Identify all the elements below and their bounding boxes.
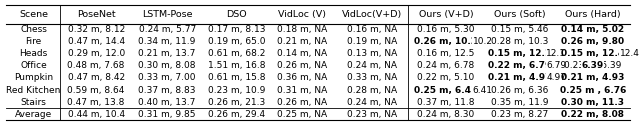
Text: 1.51 m, 16.8: 1.51 m, 16.8 [207, 61, 265, 70]
Text: 0.29 m, 12.0: 0.29 m, 12.0 [68, 49, 125, 58]
Text: 0.15 m, 12.1: 0.15 m, 12.1 [488, 49, 551, 58]
Text: Ours (Soft): Ours (Soft) [493, 10, 545, 19]
Text: 0.18 m, NA: 0.18 m, NA [277, 25, 328, 34]
Text: 0.33 m, NA: 0.33 m, NA [347, 73, 397, 82]
Text: 0.19 m, NA: 0.19 m, NA [347, 37, 397, 46]
Text: 0.23 m, NA: 0.23 m, NA [348, 110, 397, 119]
Text: 0.31 m, NA: 0.31 m, NA [277, 86, 328, 95]
Text: 0.47 m, 8.42: 0.47 m, 8.42 [68, 73, 125, 82]
Text: Office: Office [20, 61, 47, 70]
Text: 0.28 m, NA: 0.28 m, NA [348, 86, 397, 95]
Text: 0.61 m, 68.2: 0.61 m, 68.2 [207, 49, 265, 58]
Text: 0.23 m, 8.27: 0.23 m, 8.27 [491, 110, 548, 119]
Text: 0.61 m, 15.8: 0.61 m, 15.8 [207, 73, 265, 82]
Text: Pumpkin: Pumpkin [14, 73, 53, 82]
Text: 0.59 m, 8.64: 0.59 m, 8.64 [67, 86, 125, 95]
Text: 0.44 m, 10.4: 0.44 m, 10.4 [68, 110, 125, 119]
Text: 12.4: 12.4 [620, 49, 639, 58]
Text: 0.47 m, 14.4: 0.47 m, 14.4 [68, 37, 125, 46]
Text: 0.37 m, 11.8: 0.37 m, 11.8 [417, 98, 475, 107]
Text: 6.39: 6.39 [582, 61, 604, 70]
Text: Scene: Scene [19, 10, 48, 19]
Text: VidLoc(V+D): VidLoc(V+D) [342, 10, 403, 19]
Text: 0.26 m, 9.80: 0.26 m, 9.80 [561, 37, 625, 46]
Text: 0.23 m, 10.9: 0.23 m, 10.9 [207, 86, 265, 95]
Text: 0.26 m, NA: 0.26 m, NA [277, 98, 328, 107]
Text: 0.25 m , 6.76: 0.25 m , 6.76 [560, 86, 626, 95]
Text: Average: Average [15, 110, 52, 119]
Text: 0.30 m, 8.08: 0.30 m, 8.08 [138, 61, 196, 70]
Text: 0.16 m, 5.30: 0.16 m, 5.30 [417, 25, 475, 34]
Text: 0.21 m, 4.97: 0.21 m, 4.97 [488, 73, 551, 82]
Text: DSO: DSO [226, 10, 246, 19]
Text: 0.21 m, 4.93: 0.21 m, 4.93 [561, 73, 625, 82]
Text: 4.97: 4.97 [546, 73, 566, 82]
Text: VidLoc (V): VidLoc (V) [278, 10, 326, 19]
Text: 0.48 m, 7.68: 0.48 m, 7.68 [67, 61, 125, 70]
Text: 0.47 m, 13.8: 0.47 m, 13.8 [67, 98, 125, 107]
Text: LSTM-Pose: LSTM-Pose [142, 10, 193, 19]
Text: 0.24 m, NA: 0.24 m, NA [348, 98, 397, 107]
Text: 0.21 m, 13.7: 0.21 m, 13.7 [138, 49, 196, 58]
Text: 12.1: 12.1 [546, 49, 566, 58]
Text: Ours (Hard): Ours (Hard) [565, 10, 621, 19]
Text: 6.41: 6.41 [472, 86, 493, 95]
Text: 0.26 m, NA: 0.26 m, NA [277, 61, 328, 70]
Text: 0.22 m, 5.10: 0.22 m, 5.10 [417, 73, 474, 82]
Text: 0.22 m, 8.08: 0.22 m, 8.08 [561, 110, 625, 119]
Text: 0.26 m, 6.36: 0.26 m, 6.36 [491, 86, 548, 95]
Text: 0.13 m, NA: 0.13 m, NA [347, 49, 397, 58]
Text: 0.40 m, 13.7: 0.40 m, 13.7 [138, 98, 196, 107]
Text: 0.24 m, 5.77: 0.24 m, 5.77 [138, 25, 196, 34]
Text: Red Kitchen: Red Kitchen [6, 86, 61, 95]
Text: 0.25 m, NA: 0.25 m, NA [277, 110, 328, 119]
Text: 0.26 m, 10.2: 0.26 m, 10.2 [414, 37, 477, 46]
Text: 0.28 m, 10.3: 0.28 m, 10.3 [491, 37, 548, 46]
Text: 0.24 m, 8.30: 0.24 m, 8.30 [417, 110, 474, 119]
Text: 10.2: 10.2 [472, 37, 493, 46]
Text: 0.24 m, 6.78: 0.24 m, 6.78 [417, 61, 474, 70]
Text: Fire: Fire [26, 37, 42, 46]
Text: 0.19 m, 65.0: 0.19 m, 65.0 [207, 37, 265, 46]
Text: 0.30 m, 11.3: 0.30 m, 11.3 [561, 98, 625, 107]
Text: 0.24 m, NA: 0.24 m, NA [348, 61, 397, 70]
Text: 0.15 m, 12.4: 0.15 m, 12.4 [561, 49, 625, 58]
Text: Heads: Heads [20, 49, 48, 58]
Text: 0.23 m, 6.39: 0.23 m, 6.39 [564, 61, 621, 70]
Text: 0.26 m, 29.4: 0.26 m, 29.4 [208, 110, 265, 119]
Text: Stairs: Stairs [20, 98, 47, 107]
Text: 0.14 m, NA: 0.14 m, NA [277, 49, 328, 58]
Text: 0.34 m, 11.9: 0.34 m, 11.9 [138, 37, 196, 46]
Text: 0.16 m, 12.5: 0.16 m, 12.5 [417, 49, 474, 58]
Text: 0.26 m, 21.3: 0.26 m, 21.3 [207, 98, 265, 107]
Text: 0.35 m, 11.9: 0.35 m, 11.9 [491, 98, 548, 107]
Text: 0.22 m, 6.79: 0.22 m, 6.79 [488, 61, 551, 70]
Text: 0.14 m, 5.02: 0.14 m, 5.02 [561, 25, 625, 34]
Text: 6.79: 6.79 [546, 61, 566, 70]
Text: PoseNet: PoseNet [77, 10, 115, 19]
Text: 0.17 m, 8.13: 0.17 m, 8.13 [207, 25, 265, 34]
Text: 0.25 m, 6.41: 0.25 m, 6.41 [414, 86, 477, 95]
Text: 0.21 m, NA: 0.21 m, NA [277, 37, 328, 46]
Text: Chess: Chess [20, 25, 47, 34]
Text: 0.16 m, NA: 0.16 m, NA [347, 25, 397, 34]
Text: 0.33 m, 7.00: 0.33 m, 7.00 [138, 73, 196, 82]
Text: 0.31 m, 9.85: 0.31 m, 9.85 [138, 110, 196, 119]
Text: Ours (V+D): Ours (V+D) [419, 10, 473, 19]
Text: 0.36 m, NA: 0.36 m, NA [277, 73, 328, 82]
Text: 0.37 m, 8.83: 0.37 m, 8.83 [138, 86, 196, 95]
Text: 0.15 m, 5.46: 0.15 m, 5.46 [491, 25, 548, 34]
Text: 0.32 m, 8.12: 0.32 m, 8.12 [68, 25, 125, 34]
